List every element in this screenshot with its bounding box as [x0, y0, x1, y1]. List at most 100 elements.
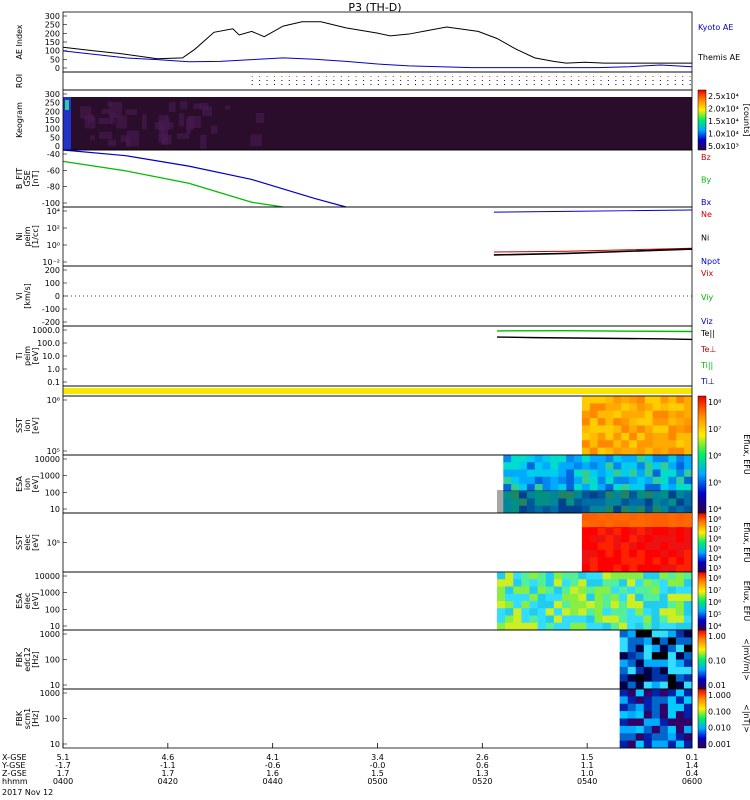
colorbar — [697, 512, 707, 573]
heatmap-cell — [619, 637, 629, 646]
y-tick-label: 10 — [50, 740, 60, 749]
series-line-ni — [493, 248, 693, 256]
heatmap-cell — [635, 572, 644, 580]
heatmap-cell — [683, 740, 693, 749]
heatmap-cell — [635, 593, 644, 602]
roi-dot — [414, 84, 416, 85]
heatmap-cell — [534, 462, 544, 470]
heatmap-cell — [651, 696, 661, 705]
heatmap-cell — [566, 469, 575, 478]
heatmap-cell — [629, 418, 638, 426]
heatmap-cell — [659, 601, 669, 609]
roi-dot — [511, 76, 513, 77]
heatmap-cell — [605, 549, 614, 558]
heatmap-cell — [613, 542, 622, 551]
y-tick-label: 100.0 — [37, 339, 60, 348]
heatmap-cell — [676, 462, 685, 470]
roi-dot — [444, 80, 446, 81]
heatmap-cell — [667, 725, 677, 734]
heatmap-cell — [589, 564, 599, 573]
roi-dot — [659, 84, 661, 85]
panel-ylabel: scm1 — [23, 708, 32, 729]
heatmap-cell — [667, 666, 677, 675]
series-line-npot — [493, 209, 693, 213]
heatmap-cell — [605, 564, 614, 573]
heatmap-cell — [581, 455, 591, 463]
heatmap-cell — [635, 652, 645, 660]
heatmap-cell — [629, 447, 638, 456]
roi-dot — [570, 84, 572, 85]
roi-dot — [518, 80, 520, 81]
heatmap-accent — [581, 513, 692, 527]
colorbar — [697, 89, 707, 151]
roi-dot — [355, 76, 357, 77]
heatmap-cell — [521, 615, 531, 624]
y-tick-label: 1000 — [40, 630, 60, 639]
panel-ylabel: ESA — [15, 476, 24, 492]
roi-dot — [273, 80, 275, 81]
heatmap-cell — [652, 542, 662, 551]
heatmap-cell — [635, 579, 644, 587]
roi-dot — [563, 76, 565, 77]
heatmap-cell — [613, 462, 622, 470]
heatmap-cell — [660, 505, 669, 514]
heatmap-cell — [526, 462, 536, 470]
y-tick-label: -100 — [42, 199, 60, 208]
roi-dot — [570, 80, 572, 81]
colorbar-label: Eflux, EFU — [742, 434, 750, 475]
heatmap-cell — [619, 652, 629, 660]
heatmap-cell — [667, 593, 677, 602]
roi-dot — [637, 76, 639, 77]
heatmap-cell — [581, 432, 591, 441]
y-tick-label: 250 — [45, 21, 60, 30]
heatmap-cell — [629, 557, 638, 566]
keogram-patch — [189, 116, 201, 128]
heatmap-cell — [521, 622, 531, 631]
heatmap-cell — [627, 674, 637, 683]
heatmap-cell — [537, 579, 547, 587]
heatmap-cell — [613, 455, 622, 463]
roi-dot — [511, 80, 513, 81]
roi-dot — [459, 84, 461, 85]
heatmap-cell — [553, 615, 563, 624]
heatmap-cell — [652, 425, 662, 434]
heatmap-cell — [652, 505, 662, 514]
heatmap-cell — [643, 733, 653, 742]
heatmap-cell — [676, 469, 685, 478]
roi-dot — [340, 80, 342, 81]
y-tick-label: 10 — [50, 681, 60, 690]
heatmap-cell — [503, 469, 512, 478]
heatmap-cell — [643, 659, 653, 668]
heatmap-cell — [660, 432, 669, 441]
x-tick-label: 5.1 — [57, 753, 70, 762]
heatmap-cell — [613, 425, 622, 434]
heatmap-cell — [497, 622, 506, 631]
heatmap-cell — [621, 549, 630, 558]
heatmap-cell — [636, 564, 646, 573]
roi-dot — [400, 80, 402, 81]
roi-dot — [429, 80, 431, 81]
x-tick-label: 2.6 — [476, 753, 489, 762]
heatmap-cell — [627, 622, 636, 631]
roi-dot — [622, 76, 624, 77]
heatmap-cell — [581, 491, 591, 499]
heatmap-cell — [676, 527, 685, 536]
heatmap-cell — [683, 718, 693, 727]
heatmap-cell — [635, 711, 645, 719]
heatmap-cell — [621, 447, 630, 456]
y-tick-label: 10⁴ — [47, 207, 60, 216]
series-line-bx — [62, 149, 347, 208]
heatmap-cell — [629, 462, 638, 470]
roi-dot — [348, 80, 350, 81]
roi-dot — [385, 80, 387, 81]
heatmap-cell — [621, 469, 630, 478]
roi-dot — [667, 84, 669, 85]
heatmap-cell — [667, 718, 677, 727]
heatmap-cell — [574, 491, 583, 499]
heatmap-cell — [684, 403, 693, 412]
heatmap-cell — [497, 572, 506, 580]
heatmap-cell — [550, 462, 559, 470]
roi-dot — [489, 80, 491, 81]
heatmap-cell — [550, 455, 559, 463]
